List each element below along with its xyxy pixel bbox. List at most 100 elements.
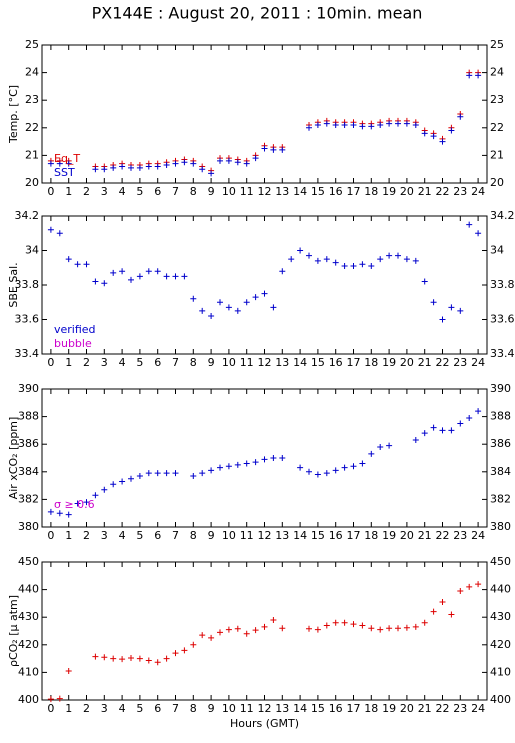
data-point [386, 120, 393, 127]
x-tick-label: 20 [400, 702, 414, 715]
data-point [270, 616, 277, 623]
data-point [154, 659, 161, 666]
data-point [350, 463, 357, 470]
data-point [261, 456, 268, 463]
y-tick-label: 33.4 [15, 347, 40, 360]
data-point [341, 464, 348, 471]
data-point [225, 463, 232, 470]
data-point [190, 472, 197, 479]
data-point [421, 430, 428, 437]
data-point [261, 145, 268, 152]
plot-frame [41, 215, 488, 355]
x-tick-label: 2 [83, 529, 90, 542]
y-tick-label: 400 [18, 693, 39, 706]
data-point [270, 146, 277, 153]
data-point [395, 625, 401, 632]
data-point [199, 470, 206, 477]
y-tick-label: 24 [25, 66, 39, 79]
x-tick-label: 8 [190, 356, 197, 369]
data-point [466, 72, 473, 79]
x-tick-label: 0 [47, 529, 54, 542]
data-point [83, 499, 90, 506]
x-tick-label: 13 [275, 356, 289, 369]
x-tick-label: 1 [65, 356, 72, 369]
y-tick-label: 21 [25, 148, 39, 161]
flag-label: verified [54, 323, 96, 336]
data-point [119, 268, 126, 275]
data-point [386, 252, 393, 259]
y-tick-label: 22 [25, 121, 39, 134]
data-point [163, 273, 170, 280]
x-tick-label: 4 [119, 185, 126, 198]
x-tick-label: 6 [154, 356, 161, 369]
x-tick-label: 24 [471, 702, 485, 715]
data-point [261, 290, 268, 297]
data-point [234, 625, 241, 632]
x-tick-label: 4 [119, 529, 126, 542]
data-point [136, 164, 143, 171]
data-point [448, 127, 455, 134]
data-point [368, 625, 375, 632]
x-tick-label: 24 [471, 356, 485, 369]
data-point [412, 437, 419, 444]
y-tick-label: 410 [490, 665, 511, 678]
x-tick-label: 5 [136, 529, 143, 542]
data-point [136, 472, 143, 479]
x-tick-label: 0 [47, 702, 54, 715]
data-point [74, 500, 81, 507]
x-tick-label: 12 [258, 356, 272, 369]
data-point [119, 478, 126, 485]
data-point [386, 442, 393, 449]
data-point [56, 230, 63, 237]
y-tick-label: 382 [18, 492, 39, 505]
y-tick-label: 386 [490, 437, 511, 450]
data-point [163, 162, 170, 169]
data-point [217, 157, 223, 164]
x-tick-label: 20 [400, 185, 414, 198]
data-point [163, 470, 170, 477]
data-point [154, 470, 161, 477]
data-point [172, 650, 179, 657]
y-tick-label: 33.8 [490, 278, 515, 291]
data-point [439, 427, 446, 434]
data-point [110, 164, 117, 171]
data-point [341, 122, 348, 129]
data-point [208, 313, 215, 320]
x-tick-label: 14 [293, 702, 307, 715]
x-tick-label: 17 [347, 529, 361, 542]
x-tick-label: 7 [172, 702, 179, 715]
data-point [403, 624, 410, 631]
data-point [217, 629, 223, 636]
x-tick-label: 15 [311, 356, 325, 369]
data-point [359, 460, 366, 467]
x-tick-label: 12 [258, 185, 272, 198]
x-tick-label: 13 [275, 529, 289, 542]
data-point [368, 263, 375, 270]
data-point [270, 304, 277, 311]
x-tick-label: 15 [311, 185, 325, 198]
x-tick-label: 16 [329, 185, 343, 198]
data-point [163, 655, 170, 662]
data-point [386, 625, 393, 632]
x-tick-label: 0 [47, 356, 54, 369]
data-point [395, 120, 401, 127]
data-point [154, 163, 161, 170]
y-tick-label: 440 [18, 583, 39, 596]
x-tick-label: 23 [453, 529, 467, 542]
data-point [128, 164, 134, 171]
data-point [457, 420, 464, 427]
data-point [439, 316, 446, 323]
data-point [56, 160, 63, 167]
y-axis-label: ρCO₂ [µ atm] [7, 595, 20, 667]
data-point [475, 408, 482, 415]
data-point [403, 120, 410, 127]
x-tick-label: 10 [222, 356, 236, 369]
data-point [368, 123, 375, 130]
legend-label: SST [54, 166, 75, 179]
y-tick-label: 388 [490, 410, 511, 423]
data-point [332, 259, 339, 266]
x-tick-label: 17 [347, 702, 361, 715]
x-tick-label: 5 [136, 702, 143, 715]
x-tick-label: 20 [400, 356, 414, 369]
x-tick-label: 8 [190, 529, 197, 542]
